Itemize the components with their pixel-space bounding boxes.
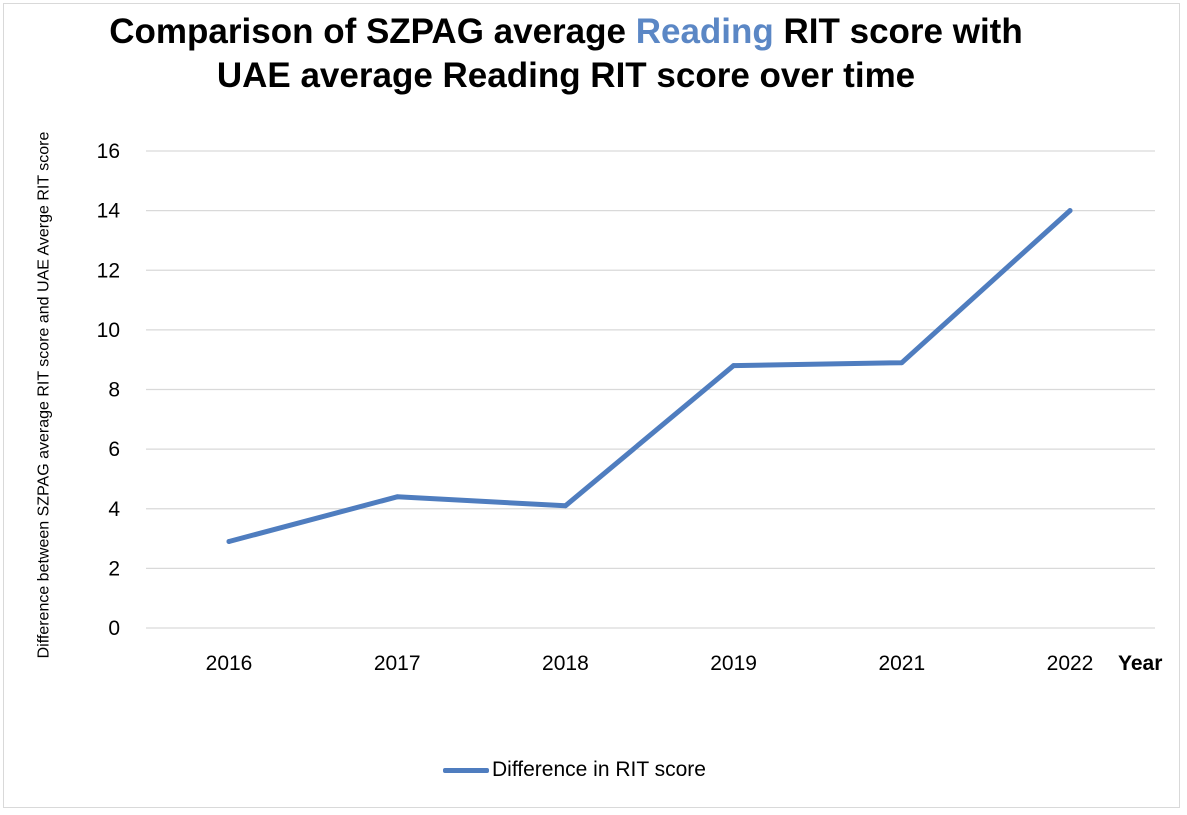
title-highlight-reading: Reading: [635, 12, 774, 51]
data-point: [899, 360, 905, 366]
gridlines: [146, 150, 1155, 629]
legend-label: Difference in RIT score: [492, 758, 706, 781]
y-tick-labels: 0 2 4 6 8 10 12 14 16: [97, 140, 121, 640]
x-tick-label: 2022: [1047, 652, 1094, 675]
data-point: [1067, 208, 1073, 214]
y-tick-label: 8: [108, 379, 120, 402]
title-part-3: RIT score with: [773, 12, 1023, 51]
chart-title: Comparison of SZPAG average Reading RIT …: [0, 10, 1132, 98]
x-tick-label: 2019: [710, 652, 757, 675]
data-point: [394, 494, 400, 500]
y-tick-label: 10: [97, 319, 120, 342]
data-point: [226, 539, 232, 545]
legend: Difference in RIT score: [443, 756, 706, 784]
title-part-1: Comparison of SZPAG average: [109, 12, 636, 51]
title-line-2: UAE average Reading RIT score over time: [216, 56, 916, 95]
chart-frame: [3, 3, 1180, 808]
x-tick-label: 2017: [374, 652, 421, 675]
y-tick-label: 2: [108, 557, 120, 580]
data-point: [731, 363, 737, 369]
x-tick-label: 2016: [206, 652, 253, 675]
series-line: [226, 208, 1073, 544]
data-point: [562, 503, 568, 509]
x-axis-title: Year: [1118, 652, 1162, 675]
x-tick-label: 2018: [542, 652, 589, 675]
y-tick-label: 6: [108, 438, 120, 461]
y-tick-label: 4: [108, 498, 120, 521]
x-tick-label: 2021: [878, 652, 925, 675]
y-tick-label: 12: [97, 259, 120, 282]
legend-swatch: [443, 767, 489, 773]
y-tick-label: 0: [108, 617, 120, 640]
x-tick-labels: 2016 2017 2018 2019 2021 2022: [206, 652, 1094, 675]
y-tick-label: 14: [97, 200, 121, 223]
y-tick-label: 16: [97, 140, 120, 163]
series-layer: [226, 208, 1073, 545]
